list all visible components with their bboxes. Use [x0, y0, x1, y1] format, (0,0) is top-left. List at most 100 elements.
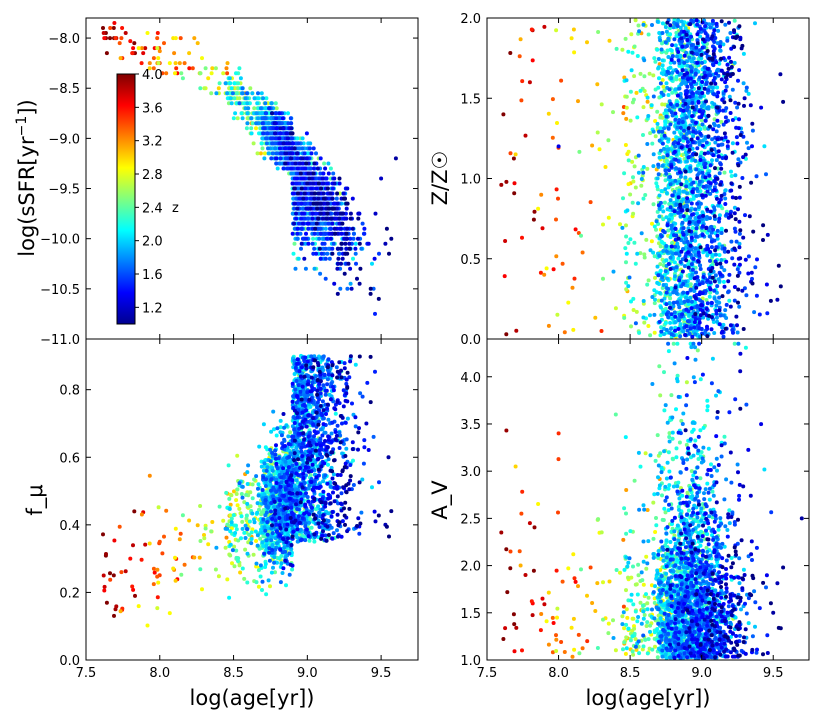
scatter-point-metallicity — [499, 182, 504, 187]
scatter-point-ssfr — [321, 171, 326, 176]
scatter-point-ssfr — [151, 56, 156, 61]
scatter-point-ssfr — [289, 166, 294, 171]
scatter-point-ssfr — [244, 126, 249, 131]
scatter-point-metallicity — [715, 85, 720, 90]
scatter-point-metallicity — [673, 328, 677, 333]
scatter-point-ssfr — [228, 96, 233, 101]
scatter-point-metallicity — [689, 18, 694, 23]
scatter-point-metallicity — [624, 116, 629, 121]
scatter-point-metallicity — [661, 84, 666, 89]
scatter-point-metallicity — [641, 196, 646, 201]
scatter-point-metallicity — [646, 32, 651, 37]
scatter-point-ssfr — [270, 141, 275, 146]
scatter-point-ssfr — [356, 216, 361, 221]
scatter-point-metallicity — [712, 92, 716, 97]
scatter-point-ssfr — [250, 121, 255, 126]
scatter-point-metallicity — [648, 131, 653, 136]
scatter-point-metallicity — [725, 144, 730, 149]
scatter-point-ssfr — [338, 246, 343, 251]
scatter-point-metallicity — [723, 88, 728, 93]
scatter-point-metallicity — [732, 18, 737, 23]
scatter-point-metallicity — [718, 44, 723, 49]
scatter-point-ssfr — [368, 291, 373, 296]
scatter-point-metallicity — [673, 320, 678, 325]
scatter-point-ssfr — [177, 61, 182, 66]
scatter-point-ssfr — [274, 151, 279, 156]
scatter-point-ssfr — [236, 81, 240, 86]
scatter-point-ssfr — [275, 166, 280, 171]
scatter-point-ssfr — [226, 101, 231, 106]
scatter-point-metallicity — [677, 318, 682, 323]
scatter-point-metallicity — [660, 31, 665, 35]
scatter-point-ssfr — [346, 261, 351, 266]
scatter-point-metallicity — [606, 138, 611, 143]
scatter-point-metallicity — [718, 48, 723, 53]
scatter-point-metallicity — [718, 162, 723, 167]
scatter-point-metallicity — [672, 260, 677, 265]
scatter-point-metallicity — [725, 62, 730, 67]
scatter-point-metallicity — [673, 274, 677, 279]
scatter-point-ssfr — [254, 126, 258, 131]
scatter-point-ssfr — [288, 116, 293, 121]
scatter-point-ssfr — [269, 156, 274, 161]
scatter-point-metallicity — [626, 182, 631, 187]
scatter-point-metallicity — [698, 158, 703, 162]
scatter-point-metallicity — [508, 51, 513, 55]
scatter-point-metallicity — [755, 257, 759, 262]
scatter-point-ssfr — [255, 101, 260, 106]
scatter-point-metallicity — [661, 155, 666, 160]
scatter-point-metallicity — [723, 196, 728, 201]
scatter-point-metallicity — [542, 24, 547, 29]
scatter-point-ssfr — [254, 111, 259, 116]
scatter-point-metallicity — [666, 93, 671, 97]
scatter-point-ssfr — [310, 241, 315, 246]
scatter-point-ssfr — [325, 181, 330, 186]
scatter-point-metallicity — [540, 226, 545, 231]
scatter-point-metallicity — [664, 29, 669, 34]
scatter-point-metallicity — [611, 269, 616, 274]
scatter-point-metallicity — [663, 168, 668, 173]
scatter-point-metallicity — [685, 290, 690, 295]
scatter-point-metallicity — [661, 209, 666, 214]
scatter-point-ssfr — [252, 96, 257, 101]
scatter-point-ssfr — [298, 231, 303, 236]
scatter-point-ssfr — [198, 71, 203, 76]
scatter-point-metallicity — [523, 133, 528, 138]
scatter-point-metallicity — [686, 250, 691, 255]
scatter-point-ssfr — [289, 156, 294, 161]
scatter-point-metallicity — [636, 201, 641, 206]
scatter-point-ssfr — [243, 96, 248, 101]
scatter-point-metallicity — [757, 312, 762, 317]
scatter-point-metallicity — [735, 330, 740, 335]
scatter-point-ssfr — [292, 186, 297, 191]
scatter-point-ssfr — [155, 36, 160, 41]
scatter-point-metallicity — [723, 202, 728, 206]
scatter-point-metallicity — [733, 100, 738, 105]
scatter-point-metallicity — [658, 126, 663, 131]
scatter-point-metallicity — [562, 330, 567, 335]
scatter-point-metallicity — [694, 234, 698, 239]
scatter-point-ssfr — [323, 276, 328, 281]
scatter-point-metallicity — [629, 32, 634, 37]
scatter-point-ssfr — [319, 206, 324, 211]
scatter-point-ssfr — [232, 81, 237, 86]
scatter-point-ssfr — [231, 116, 236, 121]
scatter-point-metallicity — [681, 232, 686, 237]
scatter-point-ssfr — [217, 81, 222, 86]
scatter-point-metallicity — [673, 226, 678, 231]
scatter-point-ssfr — [117, 41, 122, 46]
scatter-point-ssfr — [263, 101, 268, 106]
scatter-point-metallicity — [673, 117, 678, 122]
scatter-point-metallicity — [730, 256, 735, 261]
scatter-point-metallicity — [681, 329, 686, 334]
scatter-point-ssfr — [311, 181, 315, 186]
scatter-point-ssfr — [289, 121, 294, 126]
scatter-point-ssfr — [258, 106, 263, 111]
scatter-point-metallicity — [514, 328, 519, 333]
scatter-point-metallicity — [695, 136, 700, 141]
scatter-point-ssfr — [317, 246, 322, 251]
scatter-point-metallicity — [694, 120, 698, 125]
scatter-point-ssfr — [312, 246, 317, 251]
scatter-point-ssfr — [292, 221, 296, 226]
scatter-point-metallicity — [663, 108, 668, 113]
